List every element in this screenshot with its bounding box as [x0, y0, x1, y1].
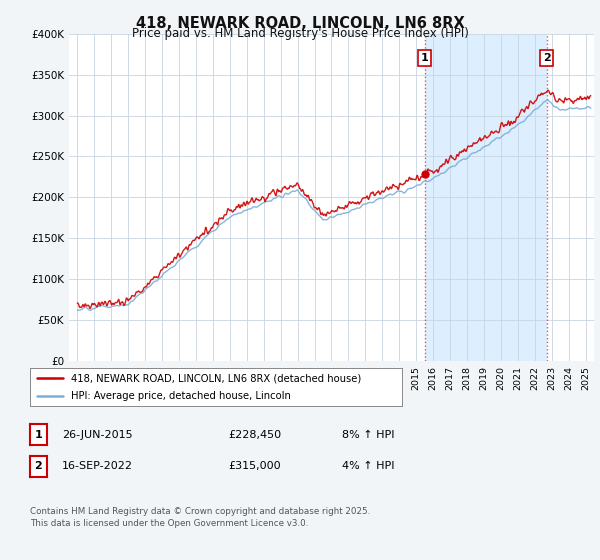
Text: Price paid vs. HM Land Registry's House Price Index (HPI): Price paid vs. HM Land Registry's House …: [131, 27, 469, 40]
Text: 2: 2: [35, 461, 42, 472]
Text: 4% ↑ HPI: 4% ↑ HPI: [342, 461, 395, 472]
Text: HPI: Average price, detached house, Lincoln: HPI: Average price, detached house, Linc…: [71, 391, 291, 402]
Text: £315,000: £315,000: [228, 461, 281, 472]
Text: £228,450: £228,450: [228, 430, 281, 440]
Text: 418, NEWARK ROAD, LINCOLN, LN6 8RX (detached house): 418, NEWARK ROAD, LINCOLN, LN6 8RX (deta…: [71, 373, 361, 383]
Text: 1: 1: [35, 430, 42, 440]
Text: 2: 2: [543, 53, 550, 63]
Bar: [425, 34, 547, 361]
Text: 1: 1: [421, 53, 428, 63]
Text: 16-SEP-2022: 16-SEP-2022: [62, 461, 133, 472]
Text: Contains HM Land Registry data © Crown copyright and database right 2025.
This d: Contains HM Land Registry data © Crown c…: [30, 507, 370, 528]
Text: 418, NEWARK ROAD, LINCOLN, LN6 8RX: 418, NEWARK ROAD, LINCOLN, LN6 8RX: [136, 16, 464, 31]
Text: 8% ↑ HPI: 8% ↑ HPI: [342, 430, 395, 440]
Text: 26-JUN-2015: 26-JUN-2015: [62, 430, 133, 440]
